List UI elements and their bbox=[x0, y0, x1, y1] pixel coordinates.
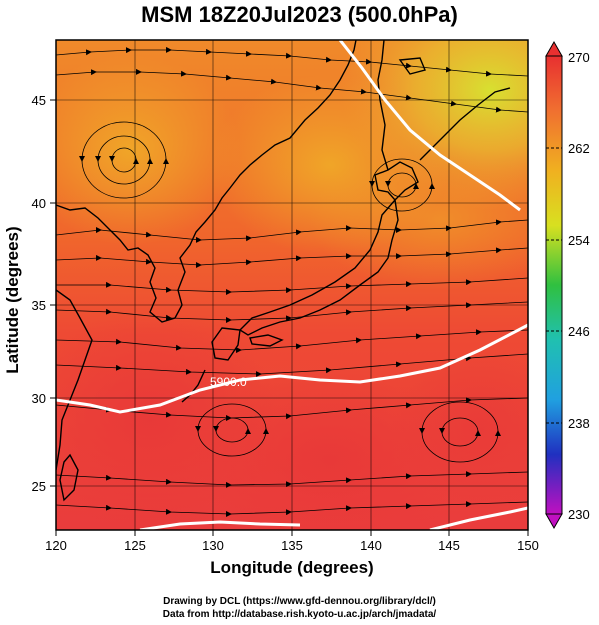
temperature-field bbox=[56, 40, 528, 530]
y-tick-25: 25 bbox=[32, 479, 46, 494]
y-tick-45: 45 bbox=[32, 93, 46, 108]
y-tick-labels: 25 30 35 40 45 bbox=[32, 93, 46, 494]
y-axis-label: Latitude (degrees) bbox=[3, 226, 22, 374]
credit-drawing: Drawing by DCL (https://www.gfd-dennou.o… bbox=[163, 596, 436, 607]
colorbar-label-254: 254 bbox=[568, 233, 590, 248]
colorbar-label-230: 230 bbox=[568, 507, 590, 522]
x-tick-145: 145 bbox=[438, 538, 460, 553]
colorbar-body bbox=[545, 55, 563, 515]
colorbar-bottom-triangle bbox=[545, 513, 563, 530]
y-tick-35: 35 bbox=[32, 298, 46, 313]
x-axis-label: Longitude (degrees) bbox=[210, 558, 374, 577]
x-tick-125: 125 bbox=[124, 538, 146, 553]
chart-title: MSM 18Z20Jul2023 (500.0hPa) bbox=[141, 2, 458, 27]
y-tick-40: 40 bbox=[32, 196, 46, 211]
colorbar-top-triangle bbox=[545, 40, 563, 57]
contour-label: 5900.0 bbox=[210, 375, 247, 389]
y-tick-30: 30 bbox=[32, 391, 46, 406]
x-tick-labels: 120 125 130 135 140 145 150 bbox=[45, 538, 539, 553]
colorbar-label-270: 270 bbox=[568, 50, 590, 65]
credit-data: Data from http://database.rish.kyoto-u.a… bbox=[162, 609, 437, 620]
colorbar-label-246: 246 bbox=[568, 324, 590, 339]
y-axis-ticks bbox=[50, 99, 56, 487]
x-tick-130: 130 bbox=[202, 538, 224, 553]
colorbar-label-238: 238 bbox=[568, 416, 590, 431]
x-tick-150: 150 bbox=[517, 538, 539, 553]
x-tick-120: 120 bbox=[45, 538, 67, 553]
x-tick-135: 135 bbox=[281, 538, 303, 553]
colorbar-label-262: 262 bbox=[568, 141, 590, 156]
colorbar: 270 262 254 246 238 230 bbox=[545, 40, 590, 530]
x-axis-ticks bbox=[55, 530, 529, 536]
streamlines bbox=[56, 46, 528, 517]
height-contours bbox=[56, 40, 528, 530]
x-tick-140: 140 bbox=[360, 538, 382, 553]
